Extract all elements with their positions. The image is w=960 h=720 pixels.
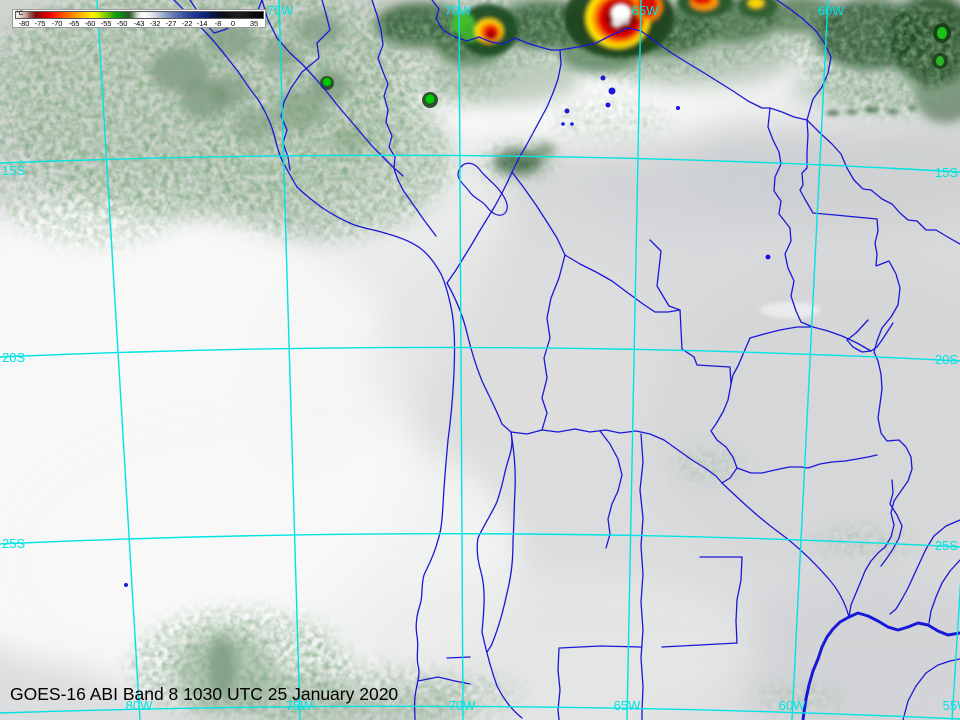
colorbar-unit-label: °C — [16, 10, 24, 17]
colorbar-tick: -14 — [196, 19, 208, 28]
colorbar-tick: -43 — [133, 19, 145, 28]
colorbar-tick: -32 — [149, 19, 161, 28]
graticule-label: 15S — [934, 165, 958, 180]
graticule-label: 25S — [2, 536, 26, 551]
graticule-label: 75W — [285, 698, 313, 713]
graticule-label: 55W — [942, 698, 960, 713]
colorbar-tick: -65 — [68, 19, 80, 28]
colorbar-tick: -27 — [165, 19, 177, 28]
colorbar-gradient — [15, 11, 264, 19]
graticule-label: 80W — [125, 698, 153, 713]
graticule-label: 70W — [448, 698, 476, 713]
colorbar: °C -80 -75 -70 -65 -60 -55 -50 -43 -32 -27 -22 -14-… — [12, 9, 266, 28]
colorbar-tick: -70 — [51, 19, 63, 28]
graticule-label: 20S — [2, 350, 26, 365]
map-caption: GOES-16 ABI Band 8 1030 UTC 25 January 2… — [10, 684, 399, 704]
lakes — [124, 75, 771, 587]
colorbar-tick: -80 — [18, 19, 30, 28]
colorbar-tick: 0 — [230, 19, 236, 28]
colorbar-tick: -60 — [84, 19, 96, 28]
graticule-label: 75W — [266, 3, 294, 18]
graticule-label: 15S — [2, 163, 26, 178]
colorbar-tick: -55 — [100, 19, 112, 28]
colorbar-tick: -8 — [214, 19, 222, 28]
graticule-label: 60W — [778, 698, 806, 713]
colorbar-tick: -50 — [116, 19, 128, 28]
country-borders — [173, 0, 960, 720]
colorbar-tick: -22 — [181, 19, 193, 28]
graticule-label: 25S — [934, 538, 958, 553]
graticule-label: 20S — [934, 352, 958, 367]
colorbar-tick: 35 — [249, 19, 259, 28]
graticule-label: 70W — [444, 3, 472, 18]
colorbar-tick: -75 — [34, 19, 46, 28]
colorbar-ticks: -80 -75 -70 -65 -60 -55 -50 -43 -32 -27 -22 -14 -8 0 3… — [13, 19, 265, 28]
graticule-label: 60W — [817, 3, 845, 18]
graticule-label: 65W — [631, 3, 659, 18]
graticule-label: 65W — [613, 698, 641, 713]
